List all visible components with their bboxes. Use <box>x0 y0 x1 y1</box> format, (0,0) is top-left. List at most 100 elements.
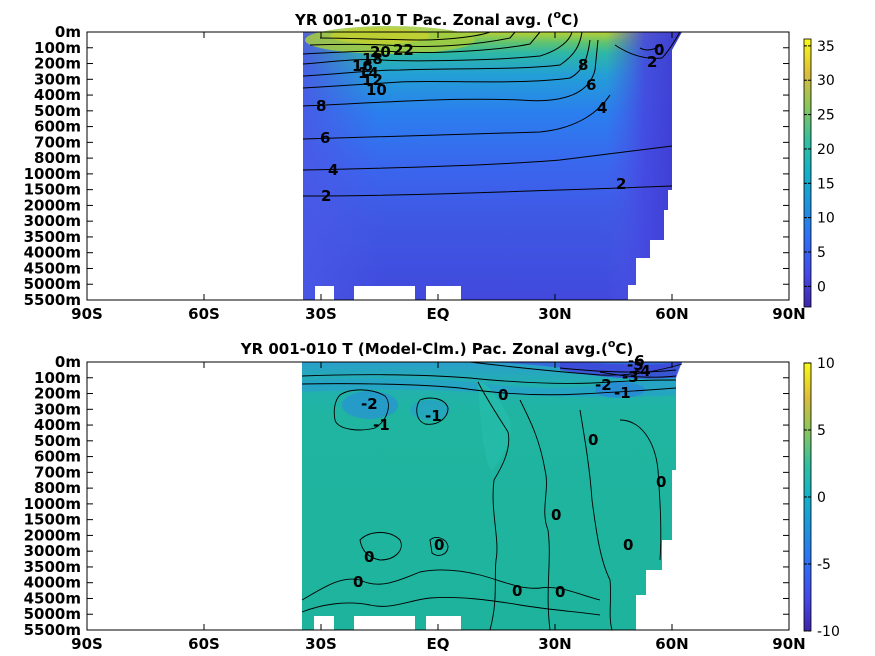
x-tick-label: 90N <box>772 305 805 323</box>
contour-label: 0 <box>656 473 666 491</box>
y-tick-label: 1500m <box>24 181 81 199</box>
heatmap-field <box>303 26 682 300</box>
missing-data-cell <box>426 616 461 630</box>
colorbar-tick-label: -5 <box>817 557 831 573</box>
contour-label: 8 <box>316 97 326 115</box>
contour-label: -4 <box>634 362 651 380</box>
chart-title: YR 001-010 T Pac. Zonal avg. (oC) <box>294 8 579 29</box>
contour-label: -1 <box>614 384 631 402</box>
x-tick-label: 30S <box>305 635 337 653</box>
chart-panel-2: YR 001-010 T (Model-Clm.) Pac. Zonal avg… <box>24 337 840 653</box>
y-tick-label: 4000m <box>24 244 81 262</box>
x-axis: 90S 60S 30S EQ 30N 60N 90N <box>71 32 806 323</box>
missing-data-cell <box>354 616 415 630</box>
x-tick-label: 30S <box>305 305 337 323</box>
contour-label: 20 <box>370 43 391 61</box>
y-tick-label: 0m <box>55 23 81 41</box>
contour-label: -5 <box>627 356 644 374</box>
contour-label: 0 <box>364 548 374 566</box>
colorbar-tick-label: 0 <box>817 490 826 506</box>
x-axis: 90S 60S 30S EQ 30N 60N 90N <box>71 362 806 653</box>
y-tick-label: 400m <box>34 86 81 104</box>
colorbar: 10 5 0 -5 -10 <box>803 356 840 640</box>
contour-label: 14 <box>358 64 379 82</box>
y-tick-label: 200m <box>34 55 81 73</box>
chart-panel-1: YR 001-010 T Pac. Zonal avg. (oC) <box>24 8 835 323</box>
contour-label: -6 <box>628 352 645 370</box>
colorbar-tick-label: 5 <box>817 245 826 261</box>
colorbar-tick-label: 5 <box>817 423 826 439</box>
colorbar-tick-label: -10 <box>817 624 840 640</box>
x-tick-label: 90S <box>71 305 103 323</box>
contour-label: 0 <box>588 431 598 449</box>
y-tick-label: 3000m <box>24 542 81 560</box>
contour-label: 6 <box>586 76 596 94</box>
y-tick-label: 700m <box>34 463 81 481</box>
x-tick-label: 90N <box>772 635 805 653</box>
y-tick-label: 300m <box>34 400 81 418</box>
contour-label: 0 <box>551 506 561 524</box>
y-tick-label: 700m <box>34 133 81 151</box>
x-tick-label: 30N <box>538 305 571 323</box>
y-tick-label: 100m <box>34 369 81 387</box>
colorbar-gradient <box>803 38 812 308</box>
y-tick-label: 3500m <box>24 228 81 246</box>
colorbar-tick-label: 25 <box>817 108 835 124</box>
y-tick-label: 3500m <box>24 558 81 576</box>
y-tick-label: 400m <box>34 416 81 434</box>
missing-data-cell <box>314 616 334 630</box>
y-tick-label: 600m <box>34 448 81 466</box>
y-tick-label: 500m <box>34 102 81 120</box>
contour-label: 12 <box>362 71 383 89</box>
x-tick-label: 60N <box>655 635 688 653</box>
y-tick-label: 500m <box>34 432 81 450</box>
contour-label: 6 <box>320 129 330 147</box>
colorbar-tick-label: 15 <box>817 176 835 192</box>
colorbar-tick-label: 10 <box>817 211 835 227</box>
heatmap-field <box>302 362 682 630</box>
y-tick-label: 800m <box>34 149 81 167</box>
x-tick-label: 90S <box>71 635 103 653</box>
x-tick-label: 60N <box>655 305 688 323</box>
y-tick-label: 2000m <box>24 526 81 544</box>
contour-lines <box>302 31 681 197</box>
y-tick-label: 1000m <box>24 165 81 183</box>
contour-label: -1 <box>373 416 390 434</box>
y-tick-label: 5500m <box>24 621 81 639</box>
y-tick-label: 4500m <box>24 589 81 607</box>
y-tick-label: 5500m <box>24 291 81 309</box>
contour-label: 10 <box>366 81 387 99</box>
contour-label: 2 <box>616 175 626 193</box>
colorbar: 35 30 25 20 15 10 5 0 <box>803 38 835 308</box>
y-tick-label: 200m <box>34 385 81 403</box>
contour-lines <box>301 361 683 631</box>
y-tick-label: 600m <box>34 118 81 136</box>
x-tick-label: 60S <box>188 305 220 323</box>
y-tick-label: 100m <box>34 39 81 57</box>
contour-label: 18 <box>362 50 383 68</box>
y-tick-label: 4500m <box>24 259 81 277</box>
contour-label: 0 <box>353 573 363 591</box>
contour-label: -2 <box>595 376 612 394</box>
x-tick-label: 60S <box>188 635 220 653</box>
contour-label: 2 <box>321 187 331 205</box>
contour-label: 16 <box>352 57 373 75</box>
x-tick-label: 30N <box>538 635 571 653</box>
contour-label: -1 <box>425 407 442 425</box>
chart-title: YR 001-010 T (Model-Clm.) Pac. Zonal avg… <box>240 337 634 358</box>
contour-label: 0 <box>434 536 444 554</box>
y-tick-label: 800m <box>34 479 81 497</box>
y-tick-label: 5000m <box>24 605 81 623</box>
y-tick-label: 2000m <box>24 196 81 214</box>
colorbar-tick-label: 10 <box>817 356 835 372</box>
missing-data-cell <box>354 286 415 300</box>
y-tick-label: 1000m <box>24 495 81 513</box>
missing-data-cell <box>315 286 334 300</box>
colorbar-tick-label: 30 <box>817 73 835 89</box>
contour-label: 4 <box>597 99 607 117</box>
y-tick-label: 5000m <box>24 275 81 293</box>
contour-label: 4 <box>328 161 338 179</box>
missing-data-cell <box>426 286 461 300</box>
contour-label: 0 <box>555 583 565 601</box>
